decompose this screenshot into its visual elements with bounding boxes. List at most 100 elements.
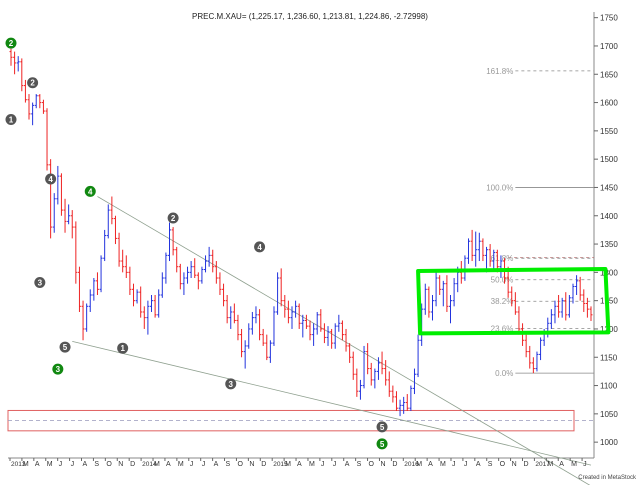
x-tick-label: M — [547, 461, 553, 468]
wave-label: 5 — [376, 421, 388, 433]
price-bar — [272, 306, 276, 346]
y-tick-label: 1700 — [600, 42, 618, 51]
price-bar — [85, 303, 89, 332]
wave-label-marker — [376, 438, 388, 450]
x-tick-label: M — [154, 461, 160, 468]
x-tick-label: M — [47, 461, 53, 468]
price-bar — [182, 272, 186, 295]
price-bar — [549, 309, 553, 329]
price-bar — [77, 266, 81, 312]
price-bar — [229, 306, 233, 329]
x-tick-label: A — [83, 461, 88, 468]
highlight-annotation — [416, 266, 611, 336]
price-bar — [243, 340, 247, 369]
price-bar — [74, 221, 78, 284]
price-bar — [373, 368, 377, 389]
price-bar — [56, 165, 60, 205]
x-tick-label: D — [523, 461, 528, 468]
price-bar — [394, 391, 398, 412]
price-bar — [164, 252, 168, 284]
wave-label: 1 — [117, 342, 129, 354]
x-tick-label: J — [190, 461, 194, 468]
price-bar — [438, 275, 442, 295]
price-bar — [423, 283, 427, 315]
price-bar — [20, 58, 24, 92]
wave-label-text: 4 — [48, 175, 53, 184]
price-bar — [492, 249, 496, 270]
price-bar — [535, 351, 539, 372]
x-tick-label: J — [202, 461, 206, 468]
price-bar — [387, 371, 391, 397]
wave-label-marker — [52, 363, 64, 375]
price-bar — [95, 272, 99, 295]
wave-label-marker — [167, 212, 179, 224]
wave-label: 5 — [59, 341, 71, 353]
price-bar — [571, 283, 575, 304]
wave-label-text: 4 — [257, 243, 262, 252]
price-bar — [200, 266, 204, 284]
price-bar — [434, 272, 438, 307]
price-bar — [250, 311, 254, 335]
price-bar — [430, 294, 434, 321]
price-bar — [34, 94, 38, 109]
trendline — [97, 196, 591, 485]
x-tick-label: 2014 — [142, 461, 157, 468]
price-bar — [168, 222, 172, 262]
x-tick-label: J — [464, 461, 468, 468]
price-bar — [121, 249, 125, 273]
price-bar — [567, 294, 571, 318]
price-bar — [358, 379, 362, 400]
price-bar — [376, 357, 380, 380]
wave-label-text: 4 — [88, 187, 93, 196]
fib-level-label: 100.0% — [486, 183, 513, 192]
wave-label-marker — [5, 37, 17, 49]
price-bar — [427, 286, 431, 318]
price-bar — [301, 314, 305, 338]
price-bar — [261, 328, 265, 346]
wave-label-marker — [45, 173, 57, 185]
price-bar — [31, 102, 35, 126]
wave-label-text: 1 — [9, 116, 14, 125]
x-tick-label: J — [452, 461, 456, 468]
price-bar — [315, 311, 319, 335]
price-bar — [578, 276, 582, 301]
x-tick-label: S — [357, 461, 362, 468]
wave-label-marker — [5, 114, 17, 126]
price-bar — [106, 204, 110, 239]
price-bar — [23, 79, 27, 103]
price-bar — [52, 193, 56, 233]
price-bar — [276, 272, 280, 315]
price-bar — [175, 246, 179, 273]
price-bar — [380, 351, 384, 375]
price-bar — [481, 238, 485, 262]
wave-label: 3 — [52, 363, 64, 375]
price-bar — [524, 334, 528, 358]
price-bar — [474, 231, 478, 267]
price-bar — [171, 227, 175, 256]
price-bar — [297, 303, 301, 329]
price-bar — [412, 368, 416, 395]
price-bar — [27, 94, 31, 120]
price-bar — [49, 159, 53, 239]
price-bar — [59, 173, 63, 216]
price-bar — [449, 294, 453, 324]
wave-label-text: 5 — [63, 343, 68, 352]
price-bar — [13, 51, 17, 75]
price-bar — [139, 286, 143, 318]
fib-level-label: 161.8% — [486, 67, 513, 76]
price-bar — [117, 232, 121, 267]
price-bar — [402, 396, 406, 414]
wave-label-text: 3 — [38, 279, 43, 288]
price-bar — [186, 266, 190, 284]
price-bar — [70, 210, 74, 239]
price-bar — [247, 323, 251, 349]
price-bar — [528, 345, 532, 369]
x-tick-label: M — [416, 461, 422, 468]
price-bar — [330, 328, 334, 349]
wave-label-marker — [254, 241, 266, 253]
price-bar — [290, 306, 294, 329]
x-tick-label: D — [261, 461, 266, 468]
price-bar — [81, 300, 85, 341]
price-bar — [222, 283, 226, 307]
